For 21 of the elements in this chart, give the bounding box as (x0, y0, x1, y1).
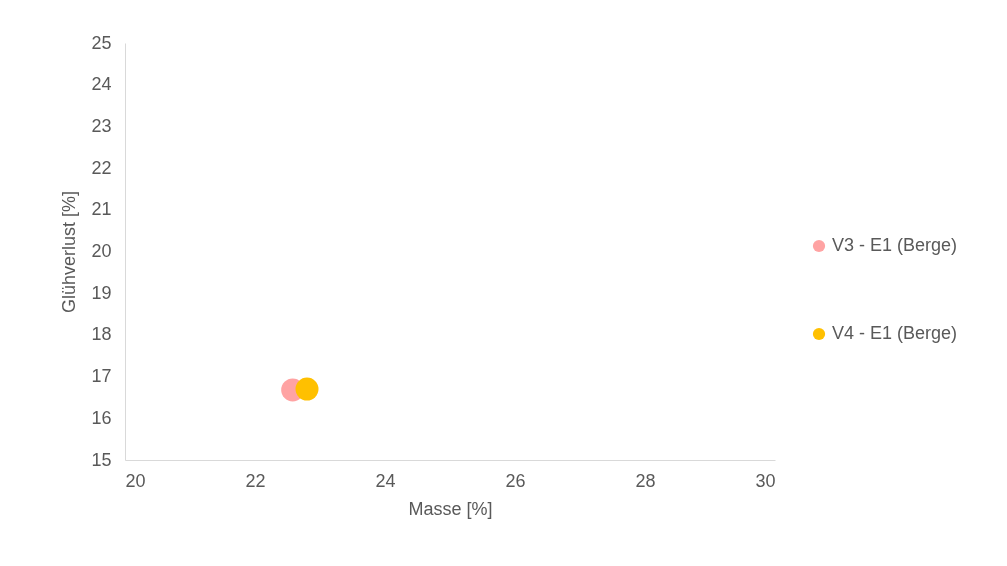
y-tick-label: 19 (91, 282, 112, 303)
legend-label: V3 - E1 (Berge) (832, 235, 958, 255)
x-tick-label: 26 (505, 470, 526, 491)
x-tick-label: 30 (755, 470, 776, 491)
y-tick-label: 17 (91, 366, 112, 387)
y-tick-label: 15 (91, 449, 112, 470)
y-tick-label: 20 (91, 241, 112, 261)
legend-label: V4 - E1 (Berge) (832, 323, 958, 343)
y-tick-label: 21 (91, 199, 112, 220)
y-axis-title: Glühverlust [%] (59, 190, 80, 314)
x-tick-label: 28 (635, 470, 656, 491)
y-tick-label: 16 (91, 407, 112, 428)
y-tick-label: 23 (91, 115, 112, 136)
x-tick-label: 22 (245, 470, 266, 491)
x-tick-label: 20 (125, 470, 146, 491)
y-tick-label: 24 (91, 74, 112, 95)
y-tick-label: 22 (91, 157, 112, 178)
y-tick-label: 18 (91, 324, 112, 345)
y-tick-label: 25 (91, 32, 112, 53)
x-axis-title: Masse [%] (408, 498, 493, 519)
x-tick-label: 24 (375, 470, 396, 491)
